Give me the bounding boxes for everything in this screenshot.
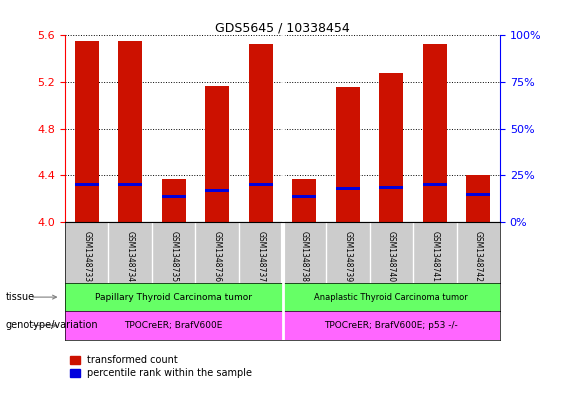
Bar xyxy=(379,73,403,222)
Text: Papillary Thyroid Carcinoma tumor: Papillary Thyroid Carcinoma tumor xyxy=(95,293,252,301)
Bar xyxy=(282,283,500,311)
Bar xyxy=(249,183,273,186)
Bar xyxy=(292,195,316,198)
Text: GSM1348735: GSM1348735 xyxy=(170,231,178,282)
Text: GSM1348740: GSM1348740 xyxy=(387,231,396,282)
Bar xyxy=(118,41,142,222)
Bar xyxy=(292,179,316,222)
Bar xyxy=(162,179,186,222)
Bar xyxy=(336,187,360,190)
Text: GSM1348737: GSM1348737 xyxy=(257,231,265,282)
Text: TPOCreER; BrafV600E: TPOCreER; BrafV600E xyxy=(124,321,223,330)
Text: GSM1348733: GSM1348733 xyxy=(82,231,91,282)
Text: GSM1348741: GSM1348741 xyxy=(431,231,439,282)
Bar xyxy=(466,175,490,222)
Bar xyxy=(466,193,490,195)
Bar xyxy=(423,183,447,186)
Text: GSM1348734: GSM1348734 xyxy=(126,231,134,282)
Bar xyxy=(205,189,229,192)
Bar xyxy=(118,183,142,186)
Bar xyxy=(379,185,403,189)
Text: Anaplastic Thyroid Carcinoma tumor: Anaplastic Thyroid Carcinoma tumor xyxy=(314,293,468,301)
Bar xyxy=(336,87,360,222)
Text: genotype/variation: genotype/variation xyxy=(6,320,98,331)
Bar xyxy=(423,44,447,222)
Bar xyxy=(205,86,229,222)
Bar xyxy=(75,41,99,222)
Bar xyxy=(249,44,273,222)
Bar xyxy=(65,283,282,311)
Title: GDS5645 / 10338454: GDS5645 / 10338454 xyxy=(215,21,350,34)
Legend: transformed count, percentile rank within the sample: transformed count, percentile rank withi… xyxy=(70,355,253,378)
Bar xyxy=(162,195,186,198)
Text: GSM1348738: GSM1348738 xyxy=(300,231,308,282)
Bar xyxy=(75,183,99,186)
Text: GSM1348739: GSM1348739 xyxy=(344,231,352,282)
Bar xyxy=(282,311,500,340)
Text: TPOCreER; BrafV600E; p53 -/-: TPOCreER; BrafV600E; p53 -/- xyxy=(324,321,458,330)
Text: GSM1348736: GSM1348736 xyxy=(213,231,221,282)
Bar xyxy=(65,311,282,340)
Text: GSM1348742: GSM1348742 xyxy=(474,231,483,282)
Text: tissue: tissue xyxy=(6,292,35,302)
